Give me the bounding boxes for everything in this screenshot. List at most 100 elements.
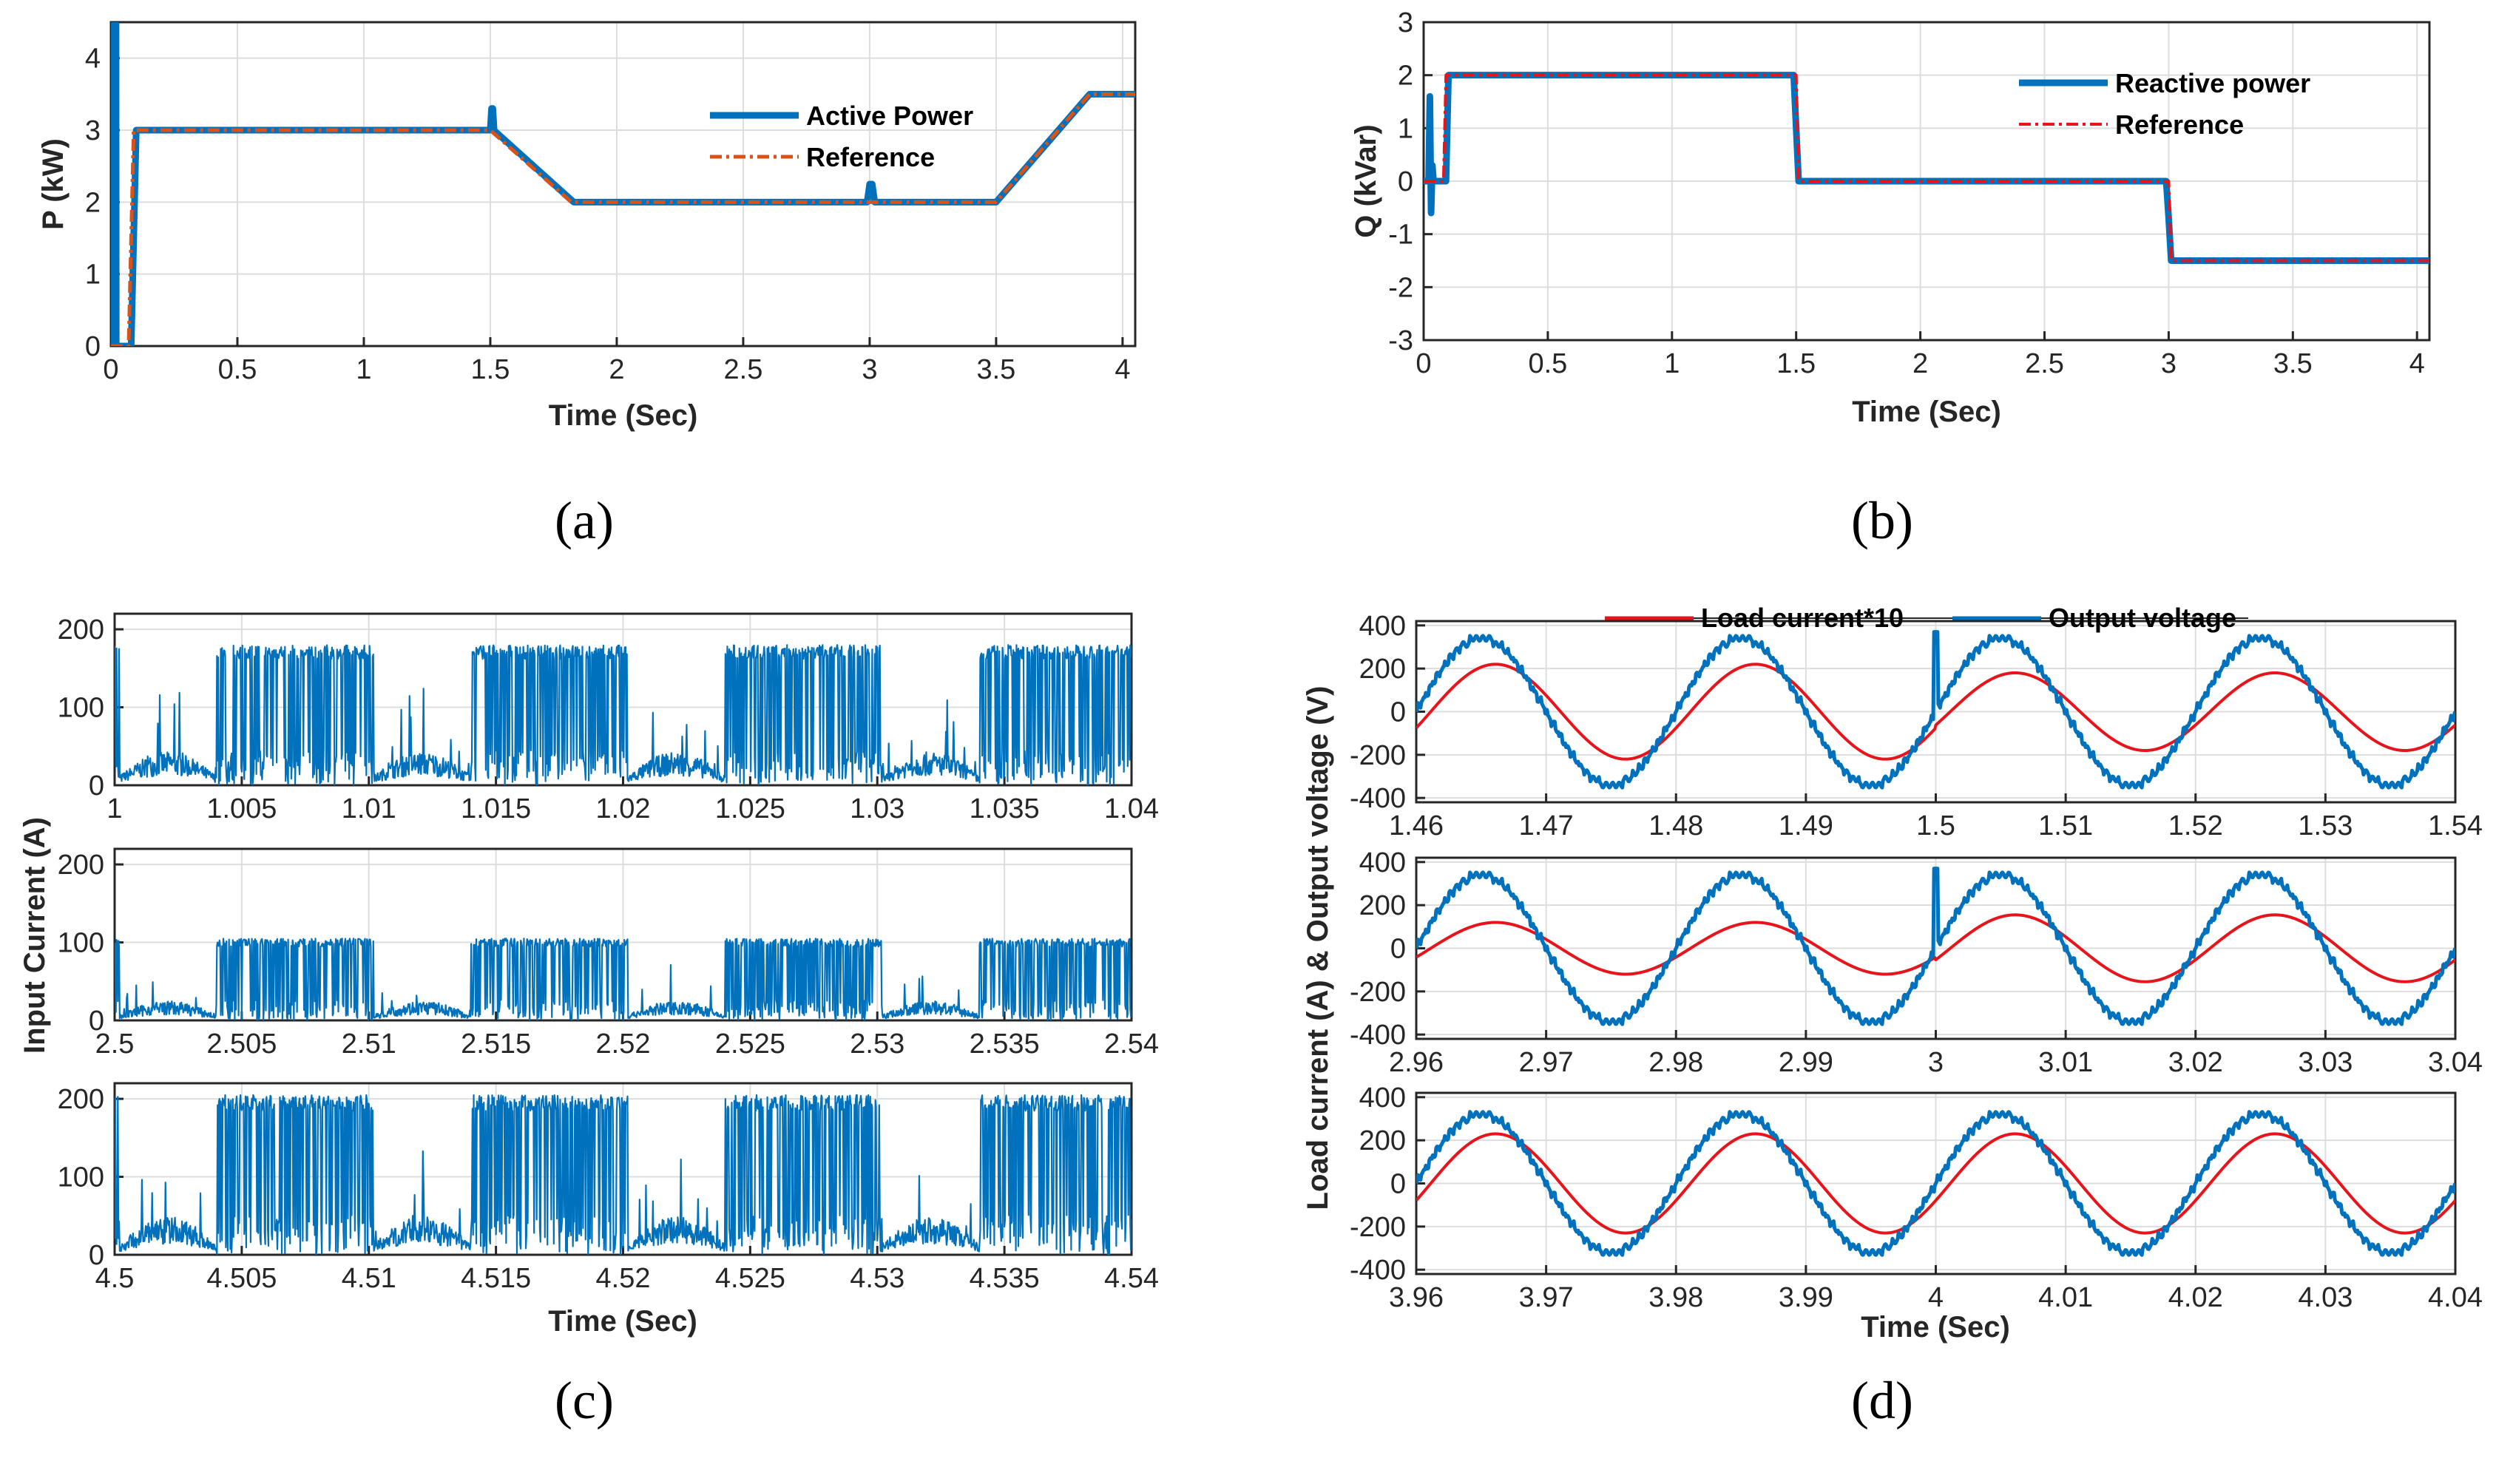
chart-a: 0 0.5 1 1.5 2 2.5 3 3.5 4 0 1 2 3 4 Time (Sec) P (kW) Ac…: [37, 21, 1137, 432]
d1-xtick-label: 2.96: [1389, 1047, 1444, 1078]
d1-ytick-label: 400: [1359, 847, 1406, 878]
d0-ytick-label: -200: [1350, 740, 1406, 771]
panel-label-d: (d): [1851, 1371, 1913, 1430]
b-xtick-label: 2: [1912, 348, 1928, 379]
c2-xtick-label: 4.505: [206, 1263, 277, 1294]
d2-xtick-label: 4.03: [2298, 1282, 2353, 1313]
b-ytick-label: -3: [1388, 325, 1413, 356]
c2-xtick-label: 4.535: [970, 1263, 1040, 1294]
c1-xtick-label: 2.515: [461, 1029, 531, 1060]
a-ytick-label: 3: [85, 115, 101, 146]
panel-label-a: (a): [555, 491, 614, 550]
d1-xtick-label: 3: [1928, 1047, 1944, 1078]
c2-xtick-label: 4.515: [461, 1263, 531, 1294]
b-legend-label: Reactive power: [2115, 68, 2310, 98]
c0-xtick-label: 1.015: [461, 793, 531, 824]
d1-xtick-label: 3.04: [2428, 1047, 2483, 1078]
c0-ytick-label: 200: [58, 614, 104, 646]
d0-series-output-voltage: [1416, 630, 2455, 790]
panel-label-c: (c): [555, 1371, 614, 1430]
a-ytick-label: 0: [85, 331, 101, 362]
d2-xtick-label: 4.02: [2168, 1282, 2223, 1313]
c0-xtick-label: 1.02: [596, 793, 651, 824]
d2-series-load-current: [1416, 1132, 2455, 1235]
b-xtick-label: 1.5: [1776, 348, 1816, 379]
b-series-reference: [1424, 73, 2429, 262]
c1-ytick-label: 0: [89, 1006, 104, 1037]
b-xtick-label: 4: [2409, 348, 2425, 379]
b-series-reactive-power: [1424, 72, 2429, 264]
d2-series-output-voltage: [1416, 1110, 2455, 1257]
d1-xtick-label: 3.02: [2168, 1047, 2223, 1078]
c2-xtick-label: 4.51: [342, 1263, 396, 1294]
c0-xtick-label: 1.03: [850, 793, 904, 824]
d2-ytick-label: 200: [1359, 1125, 1406, 1156]
b-ytick-label: -1: [1388, 220, 1413, 251]
chart-c: 1 1.005 1.01 1.015 1.02 1.025 1.03 1.035 1.04 0 10…: [18, 612, 1159, 1338]
a-xlabel: Time (Sec): [549, 399, 698, 432]
c0-series-input-current: [115, 644, 1132, 785]
d0-xtick-label: 1.48: [1648, 810, 1703, 841]
c-xlabel: Time (Sec): [548, 1305, 697, 1338]
b-legend-label: Reference: [2115, 109, 2244, 140]
d0-xtick-label: 1.54: [2428, 810, 2483, 841]
d2-ytick-label: 400: [1359, 1082, 1406, 1114]
a-legend-label: Active Power: [806, 101, 973, 131]
d1-xtick-label: 2.98: [1648, 1047, 1703, 1078]
d2-ytick-label: -400: [1350, 1255, 1406, 1286]
d1-ytick-label: 0: [1390, 934, 1406, 965]
c-ylabel: Input Current (A): [18, 817, 51, 1054]
d2-xtick-label: 3.96: [1389, 1282, 1444, 1313]
c0-ytick-label: 100: [58, 693, 104, 724]
b-xtick-label: 3.5: [2273, 348, 2313, 379]
chart-b: 0 0.5 1 1.5 2 2.5 3 3.5 4 -3 -2 -1 0 1 2 3 Time (Sec) Q (…: [1350, 7, 2431, 428]
b-ytick-label: -2: [1388, 272, 1413, 303]
c0-xtick-label: 1.025: [715, 793, 785, 824]
d1-series-output-voltage: [1416, 867, 2455, 1026]
d0-xtick-label: 1.52: [2168, 810, 2223, 841]
a-series-reference: [111, 92, 1135, 346]
chart-d: 1.46 1.47 1.48 1.49 1.5 1.51 1.52 1.53 1.54 -400 -…: [1302, 603, 2483, 1344]
d2-ytick-label: 0: [1390, 1169, 1406, 1200]
a-ytick-label: 2: [85, 187, 101, 218]
b-ytick-label: 1: [1398, 113, 1413, 144]
c1-xtick-label: 2.51: [342, 1029, 396, 1060]
c2-xtick-label: 4.525: [715, 1263, 785, 1294]
d1-ytick-label: 200: [1359, 890, 1406, 921]
d0-ytick-label: -400: [1350, 783, 1406, 814]
d0-xtick-label: 1.46: [1389, 810, 1444, 841]
a-ylabel: P (kW): [37, 138, 70, 230]
b-xtick-label: 1: [1664, 348, 1680, 379]
d0-xtick-label: 1.51: [2038, 810, 2093, 841]
c2-xtick-label: 4.54: [1104, 1263, 1159, 1294]
d2-xtick-label: 4.04: [2428, 1282, 2483, 1313]
c2-ytick-label: 200: [58, 1084, 104, 1115]
c2-ytick-label: 0: [89, 1240, 104, 1271]
c0-xtick-label: 1.04: [1104, 793, 1159, 824]
b-xlabel: Time (Sec): [1852, 396, 2001, 428]
c0-xtick-label: 1: [106, 793, 122, 824]
c1-xtick-label: 2.53: [850, 1029, 904, 1060]
d2-ytick-label: -200: [1350, 1212, 1406, 1243]
a-xtick-label: 4: [1115, 354, 1130, 385]
c2-xtick-label: 4.53: [850, 1263, 904, 1294]
b-xtick-label: 3: [2161, 348, 2177, 379]
c1-xtick-label: 2.535: [970, 1029, 1040, 1060]
d-xlabel: Time (Sec): [1861, 1311, 2010, 1344]
b-ytick-label: 0: [1398, 166, 1413, 197]
c0-xtick-label: 1.01: [342, 793, 396, 824]
a-xtick-label: 0: [103, 354, 118, 385]
d1-xtick-label: 3.01: [2038, 1047, 2093, 1078]
d-legend-label: Load current*10: [1701, 603, 1904, 633]
panel-label-b: (b): [1851, 491, 1913, 550]
d1-xtick-label: 2.99: [1779, 1047, 1833, 1078]
c2-ytick-label: 100: [58, 1162, 104, 1193]
d2-xtick-label: 4.01: [2038, 1282, 2093, 1313]
d1-ytick-label: -200: [1350, 977, 1406, 1008]
c2-xtick-label: 4.5: [95, 1263, 135, 1294]
c1-xtick-label: 2.505: [206, 1029, 277, 1060]
b-ytick-label: 3: [1398, 7, 1413, 38]
a-xtick-label: 1: [356, 354, 371, 385]
d1-xtick-label: 3.03: [2298, 1047, 2353, 1078]
a-ytick-label: 4: [85, 44, 101, 75]
